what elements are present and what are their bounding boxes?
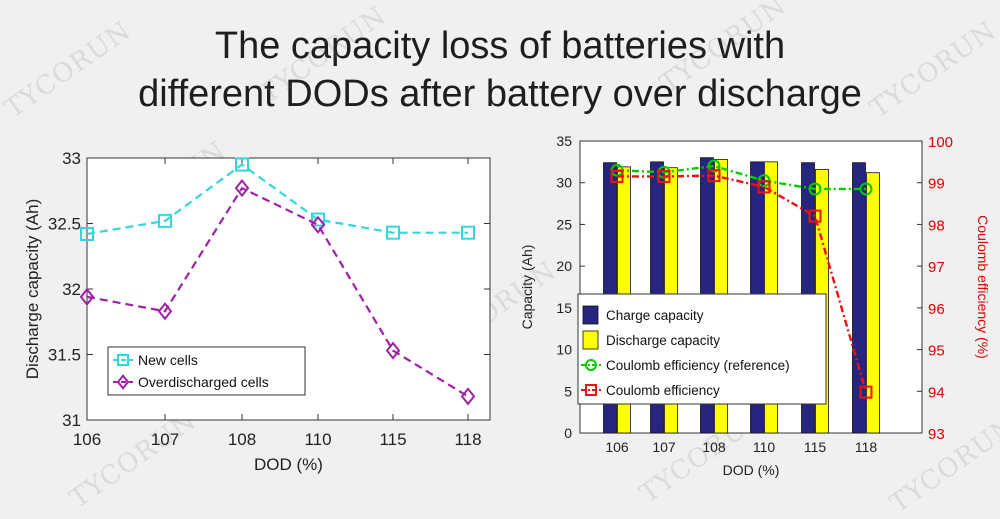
bar xyxy=(852,162,866,434)
data-point xyxy=(79,287,95,306)
data-point xyxy=(657,169,671,183)
legend-label: Discharge capacity xyxy=(606,333,720,348)
x-tick-label: 115 xyxy=(379,430,406,449)
data-point xyxy=(859,182,873,196)
title-line-2: different DODs after battery over discha… xyxy=(138,73,862,115)
x-tick-label: 118 xyxy=(855,439,878,455)
y-tick-label: 31 xyxy=(62,411,81,430)
series-new-cells xyxy=(80,157,475,241)
data-point xyxy=(157,302,173,321)
series-line xyxy=(617,174,868,393)
data-point xyxy=(707,159,721,173)
data-point xyxy=(235,157,249,172)
data-point xyxy=(386,225,400,240)
x-tick-label: 107 xyxy=(652,439,676,455)
page-title: The capacity loss of batteries with diff… xyxy=(0,22,1000,118)
legend-label: Coulomb efficiency (reference) xyxy=(606,358,790,373)
x-tick-label: 106 xyxy=(73,430,101,449)
legend: Charge capacity Discharge capacity Coulomb… xyxy=(577,293,827,405)
data-point xyxy=(310,215,326,234)
data-point xyxy=(311,212,325,227)
legend-label: Overdischarged cells xyxy=(138,374,269,390)
y2-tick-label: 100 xyxy=(928,134,953,151)
y-tick-label: 0 xyxy=(564,425,572,441)
data-point xyxy=(80,226,94,241)
y-tick-label: 33 xyxy=(62,149,81,168)
y2-tick-label: 96 xyxy=(928,301,945,318)
y-tick-label: 5 xyxy=(564,383,572,399)
dod-discharge-capacity-chart: 31 31.5 32 32.5 33 106 107 108 110 115 118 DOD (%) D… xyxy=(23,149,491,474)
data-point xyxy=(808,182,822,196)
data-point xyxy=(707,169,721,183)
data-point xyxy=(460,387,476,406)
y-axis-label: Capacity (Ah) xyxy=(519,245,535,330)
legend-marker xyxy=(117,354,129,366)
series-overdischarged-cells xyxy=(79,179,476,406)
y-tick-label: 15 xyxy=(556,300,572,316)
legend-label: Charge capacity xyxy=(606,308,704,323)
capacity-coulomb-efficiency-chart: 0 5 10 15 20 25 30 35 93 94 95 96 97 98 99 100 106 107 108… xyxy=(519,133,991,478)
data-point xyxy=(385,341,401,360)
legend-box xyxy=(107,346,306,396)
y-tick-label: 25 xyxy=(556,216,572,232)
x-tick-label: 108 xyxy=(228,430,256,449)
data-point xyxy=(808,209,822,223)
y2-tick-label: 95 xyxy=(928,343,945,360)
y-tick-label: 31.5 xyxy=(48,346,81,365)
series-line xyxy=(616,164,866,191)
data-point xyxy=(859,385,873,399)
x-tick-label: 106 xyxy=(605,439,629,455)
y-tick-label: 30 xyxy=(556,175,572,191)
legend-label: Coulomb efficiency xyxy=(606,383,720,398)
data-point xyxy=(461,225,475,240)
y-tick-label: 32 xyxy=(62,280,81,299)
data-point xyxy=(158,213,172,228)
x-axis-label: DOD (%) xyxy=(254,455,323,474)
y2-tick-label: 94 xyxy=(928,384,945,401)
x-tick-label: 110 xyxy=(304,430,331,449)
x-tick-label: 118 xyxy=(454,430,481,449)
legend: New cells Overdischarged cells xyxy=(107,346,306,396)
x-axis-label: DOD (%) xyxy=(723,462,780,478)
y2-tick-label: 98 xyxy=(928,217,945,234)
data-point xyxy=(234,179,250,198)
legend-label: New cells xyxy=(138,352,198,368)
y2-tick-label: 93 xyxy=(928,426,945,443)
x-tick-label: 108 xyxy=(702,439,726,455)
y2-tick-label: 99 xyxy=(928,176,945,193)
y-axis-label: Discharge capacity (Ah) xyxy=(23,199,42,379)
series-coulomb-efficiency xyxy=(610,169,873,399)
legend-swatch xyxy=(582,330,599,350)
y-tick-label: 32.5 xyxy=(48,215,81,234)
y-tick-label: 20 xyxy=(556,258,572,274)
y-tick-label: 10 xyxy=(556,342,572,358)
legend-marker xyxy=(585,384,597,396)
data-point xyxy=(610,169,624,183)
y2-tick-label: 97 xyxy=(928,259,945,276)
x-tick-label: 107 xyxy=(151,430,179,449)
title-line-1: The capacity loss of batteries with xyxy=(214,25,786,67)
series-line xyxy=(86,186,469,398)
x-tick-label: 115 xyxy=(804,439,827,455)
data-point xyxy=(757,180,771,194)
legend-marker xyxy=(116,374,130,390)
legend-marker xyxy=(585,359,597,371)
y2-axis-label: Coulomb efficiency (%) xyxy=(975,215,991,359)
y-tick-label: 35 xyxy=(556,133,572,149)
x-tick-label: 110 xyxy=(753,439,776,455)
legend-box xyxy=(577,293,827,405)
legend-swatch xyxy=(582,305,599,325)
series-line xyxy=(86,163,468,236)
bar xyxy=(866,172,880,434)
